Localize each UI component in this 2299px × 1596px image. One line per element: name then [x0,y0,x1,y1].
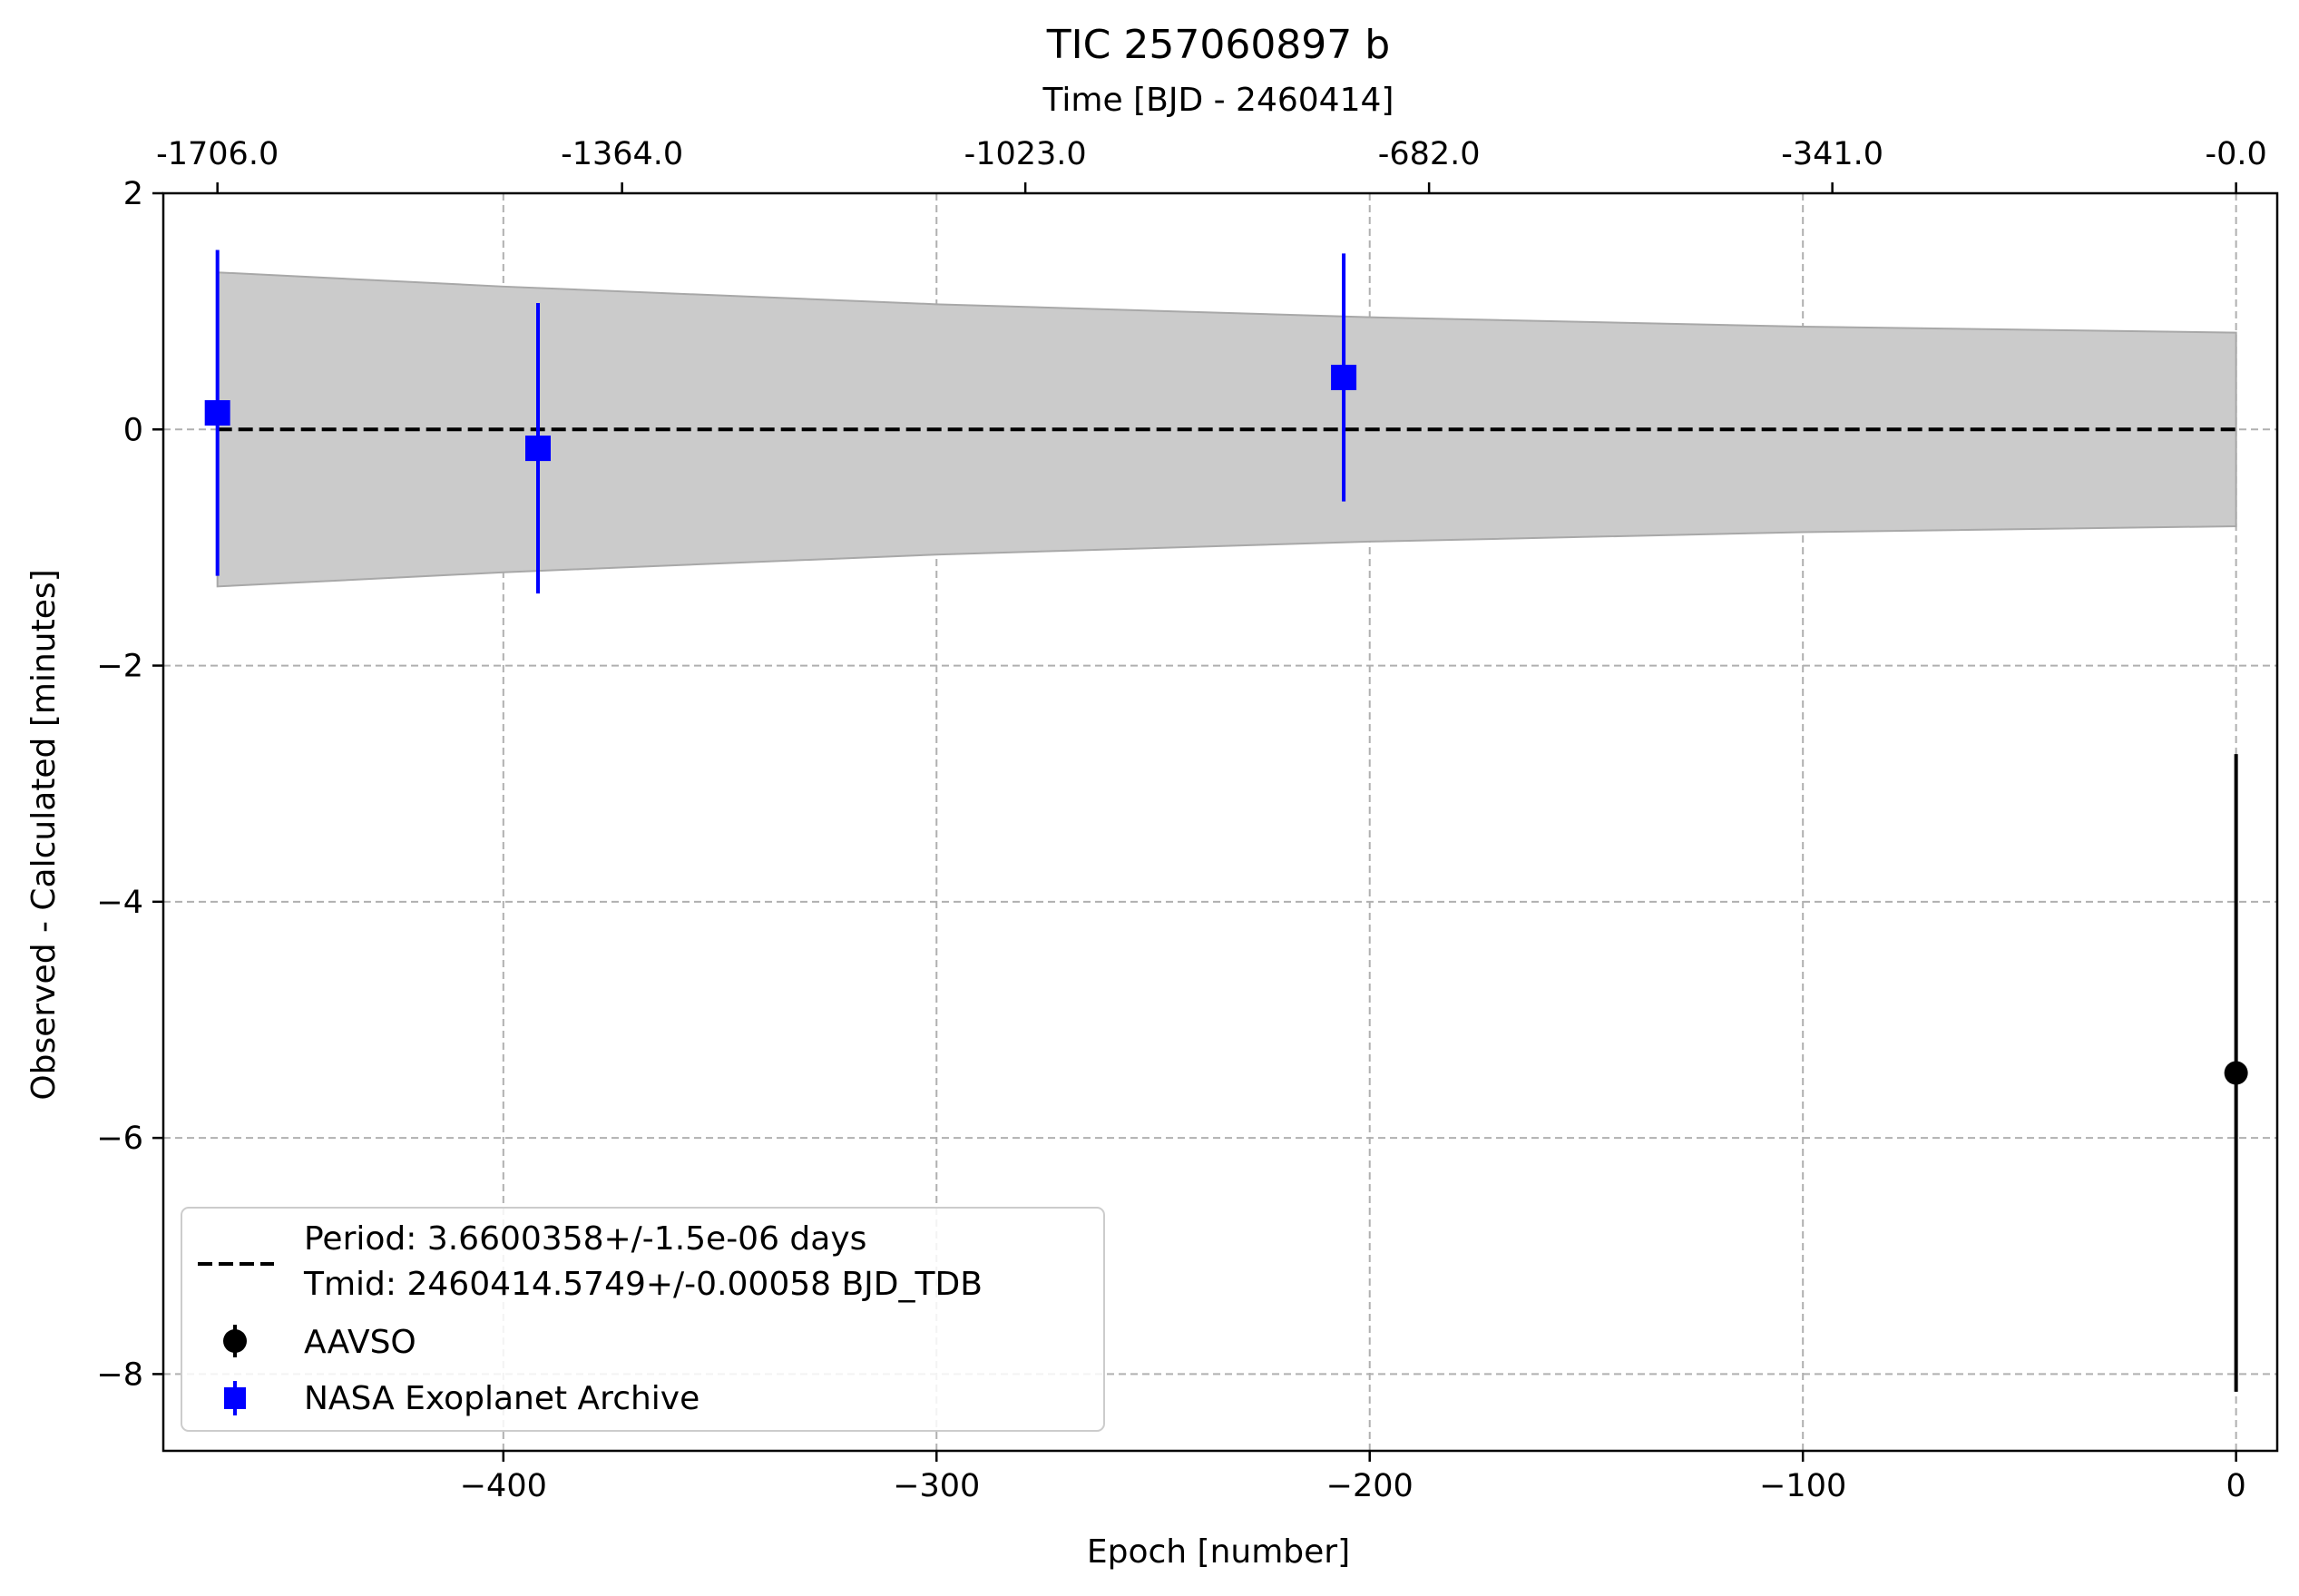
top-x-tick-label: -1023.0 [964,136,1087,172]
y-tick-label: −4 [96,885,143,921]
x-tick-label: −200 [1326,1468,1414,1504]
nasa-exoplanet-archive-point [525,436,552,462]
x-tick-label: −400 [460,1468,547,1504]
data-points-layer [204,250,2248,1392]
x-tick-label: −300 [893,1468,980,1504]
legend-aavso-marker [223,1329,247,1353]
x-tick-label: −100 [1759,1468,1846,1504]
legend-nasa-label: NASA Exoplanet Archive [304,1380,699,1417]
top-x-tick-label: -341.0 [1781,136,1883,172]
y-tick-label: −2 [96,649,143,685]
top-x-tick-label: -1364.0 [561,136,683,172]
y-tick-label: 0 [123,412,143,448]
chart-title: TIC 257060897 b [1046,22,1390,68]
legend-box [181,1207,1105,1432]
legend: Period: 3.6600358+/-1.5e-06 days Tmid: 2… [181,1207,1105,1432]
aavso-point [2224,1061,2248,1085]
top-x-tick-label: -682.0 [1378,136,1481,172]
legend-nasa-marker [224,1387,246,1409]
y-axis-title: Observed - Calculated [minutes] [25,569,63,1100]
top-x-tick-label: -0.0 [2205,136,2266,172]
legend-fit-label-line2: Tmid: 2460414.5749+/-0.00058 BJD_TDB [303,1266,983,1303]
top-x-tick-label: -1706.0 [156,136,279,172]
legend-fit-label-line1: Period: 3.6600358+/-1.5e-06 days [304,1220,866,1258]
plot-frame [161,191,2279,1453]
y-tick-label: −6 [96,1121,143,1157]
nasa-exoplanet-archive-point [1331,365,1357,391]
x-tick-label: 0 [2226,1468,2246,1504]
y-tick-label: 2 [123,176,143,212]
axis-ticks: −400 −300 −200 −100 0 2 0 −2 −4 −6 −8 -1706.0 -1364.… [96,136,2266,1504]
x-axis-title: Epoch [number] [1087,1533,1350,1571]
top-axis-title: Time [BJD - 2460414] [1042,82,1394,119]
nasa-exoplanet-archive-point [204,400,230,426]
legend-aavso-label: AAVSO [304,1324,416,1361]
y-tick-label: −8 [96,1356,143,1393]
